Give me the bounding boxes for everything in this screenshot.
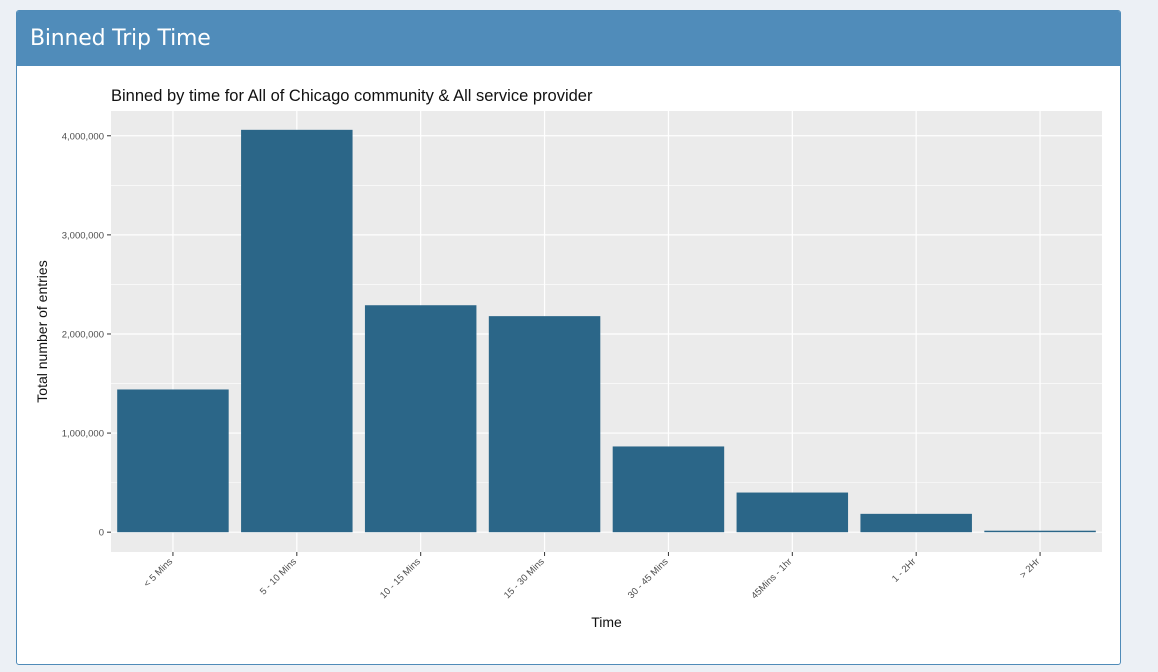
bar [736,492,849,533]
x-tick-label: < 5 Mins [142,556,176,590]
x-axis-label: Time [591,614,622,630]
y-tick-label: 4,000,000 [62,131,104,142]
chart-title: Binned by time for All of Chicago commun… [111,87,593,105]
bar [488,316,601,533]
y-axis: 0 1,000,000 2,000,000 3,000,000 4,000,000 [62,131,111,539]
box-title: Binned Trip Time [30,26,211,51]
x-tick-label: > 2Hr [1018,556,1042,580]
binned-trip-time-box: Binned Trip Time Binned by time for All … [16,10,1121,665]
x-tick-label: 15 - 30 Mins [502,556,547,601]
y-axis-label: Total number of entries [34,260,50,402]
bars [117,129,1096,533]
x-tick-label: 5 - 10 Mins [258,556,299,597]
x-tick-label: 1 - 2Hr [890,556,918,584]
y-tick-label: 1,000,000 [62,429,104,440]
box-header: Binned Trip Time [17,11,1120,66]
x-tick-label: 45Mins - 1hr [749,556,794,601]
bar [984,530,1096,533]
bar [612,446,725,533]
bar [117,389,229,533]
bar [241,129,353,533]
bar [860,513,972,533]
x-tick-label: 30 - 45 Mins [626,556,671,601]
x-axis: < 5 Mins 5 - 10 Mins 10 - 15 Mins 15 - 30 M… [142,552,1042,601]
y-tick-label: 0 [99,528,104,539]
y-tick-label: 3,000,000 [62,230,104,241]
bar [364,305,477,533]
x-tick-label: 10 - 15 Mins [378,556,423,601]
trip-time-bar-chart: Binned by time for All of Chicago commun… [34,87,1102,630]
y-tick-label: 2,000,000 [62,329,104,340]
